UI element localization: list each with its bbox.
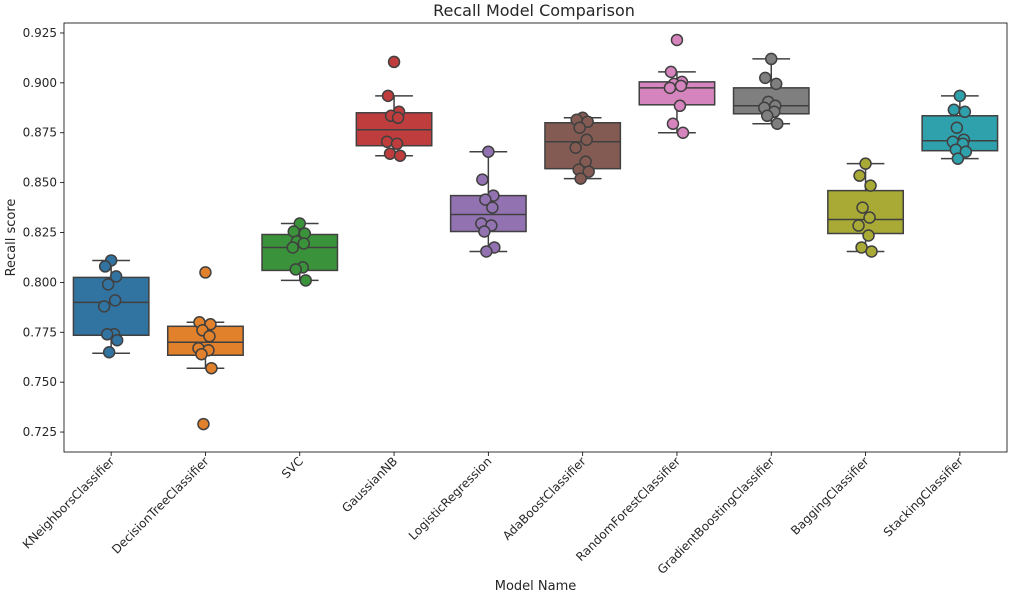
box-group-KNeighborsClassifier: [72, 254, 150, 359]
data-point: [951, 152, 965, 165]
box-group-AdaBoostClassifier: [544, 111, 622, 185]
data-point: [387, 55, 401, 69]
y-tick-label: 0.875: [23, 126, 57, 140]
data-point: [391, 111, 405, 125]
data-point: [852, 219, 865, 232]
box-group-BaggingClassifier: [827, 157, 905, 258]
data-point: [864, 179, 877, 192]
x-tick-label: KNeighborsClassifier: [20, 454, 117, 551]
data-point: [947, 103, 961, 117]
x-tick-label: LogisticRegression: [406, 454, 495, 543]
data-point: [856, 201, 869, 214]
data-point: [97, 300, 111, 313]
data-point: [100, 328, 114, 341]
y-tick-label: 0.725: [23, 425, 57, 439]
y-tick-label: 0.775: [23, 325, 57, 339]
data-point: [666, 117, 680, 131]
data-point: [573, 121, 586, 135]
data-point: [959, 145, 973, 158]
data-point: [381, 89, 395, 103]
data-point: [390, 137, 404, 150]
plot-area: [72, 33, 999, 431]
y-tick-label: 0.825: [23, 226, 57, 240]
x-tick-label: StackingClassifier: [881, 454, 966, 539]
data-point: [476, 173, 489, 186]
data-point: [110, 334, 124, 347]
data-point: [108, 294, 122, 307]
box-group-LogisticRegression: [449, 145, 527, 258]
data-point: [853, 169, 866, 182]
x-tick-label: AdaBoostClassifier: [500, 454, 589, 543]
data-point: [101, 278, 115, 291]
data-point: [197, 417, 210, 431]
x-axis-title: Model Name: [495, 579, 577, 594]
data-point: [195, 347, 208, 361]
data-point: [673, 99, 687, 113]
data-point: [770, 77, 783, 91]
data-point: [761, 109, 774, 123]
data-point: [203, 330, 216, 343]
data-point: [765, 52, 778, 66]
y-tick-label: 0.800: [23, 275, 57, 289]
y-tick-label: 0.750: [23, 375, 57, 389]
data-point: [102, 345, 116, 359]
data-point: [771, 117, 784, 131]
box-group-GaussianNB: [355, 55, 433, 162]
y-tick-label: 0.900: [23, 76, 57, 90]
data-point: [482, 145, 495, 158]
data-point: [569, 141, 582, 154]
data-point: [380, 135, 394, 148]
data-point: [862, 229, 875, 242]
plot-frame: [63, 22, 1008, 453]
data-point: [297, 237, 310, 250]
data-point: [383, 147, 397, 160]
data-point: [574, 172, 587, 185]
data-point: [109, 270, 123, 283]
data-point: [582, 165, 595, 178]
y-axis: 0.725 0.750 0.775 0.800 0.825 0.850 0.875 0.900…: [23, 26, 64, 439]
data-point: [480, 245, 493, 258]
y-tick-label: 0.925: [23, 26, 57, 40]
y-tick-label: 0.850: [23, 176, 57, 190]
data-point: [859, 157, 872, 170]
data-point: [479, 193, 492, 206]
x-tick-label: GaussianNB: [339, 454, 400, 515]
data-point: [953, 89, 967, 103]
chart-title: Recall Model Comparison: [433, 1, 635, 20]
data-point: [286, 241, 299, 254]
box-group-RandomForestClassifier: [638, 33, 716, 139]
data-point: [676, 126, 690, 139]
box-group-StackingClassifier: [921, 89, 999, 165]
data-point: [393, 149, 407, 162]
box-group-DecisionTreeClassifier: [166, 266, 244, 431]
data-point: [98, 260, 112, 273]
data-point: [580, 133, 593, 146]
data-point: [299, 274, 312, 287]
data-point: [486, 201, 499, 214]
data-point: [664, 65, 678, 79]
data-point: [478, 225, 491, 238]
x-tick-label: SVC: [279, 454, 306, 481]
data-point: [674, 79, 688, 93]
data-point: [950, 121, 964, 135]
x-tick-label: BaggingClassifier: [788, 454, 872, 538]
data-point: [289, 263, 302, 276]
box-group-SVC: [261, 217, 339, 287]
x-tick-label: RandomForestClassifier: [573, 454, 683, 564]
data-point: [958, 105, 972, 119]
data-point: [863, 211, 876, 224]
data-point: [663, 81, 677, 95]
data-point: [865, 245, 878, 258]
data-point: [199, 266, 212, 279]
y-axis-title: Recall score: [4, 199, 19, 277]
x-tick-label: DecisionTreeClassifier: [109, 454, 211, 556]
x-axis: KNeighborsClassifierDecisionTreeClassifi…: [20, 452, 966, 577]
data-point: [759, 71, 772, 85]
data-point: [205, 361, 218, 375]
data-point: [670, 33, 684, 47]
box-group-GradientBoostingClassifier: [732, 52, 810, 131]
